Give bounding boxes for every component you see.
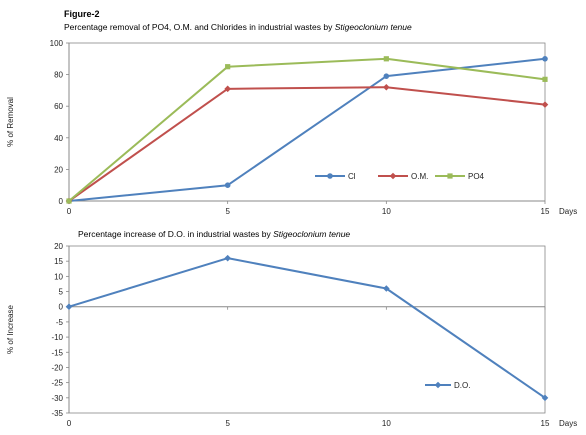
series-line-D.O.: [68, 257, 546, 399]
data-point-Cl: [383, 73, 390, 79]
legend-label-D.O.: D.O.: [454, 381, 470, 390]
data-point-Cl: [224, 182, 231, 188]
y-tick-label: -35: [51, 409, 63, 418]
y-tick-label: 20: [54, 165, 63, 174]
data-point-Cl: [542, 56, 548, 62]
series-line-Cl: [68, 57, 546, 202]
legend-label-Cl: Cl: [348, 172, 356, 181]
y-tick-label: 0: [59, 197, 64, 206]
x-tick-label: 10: [382, 207, 391, 216]
legend-marker-D.O.: [434, 381, 442, 389]
legend-marker-Cl: [327, 173, 333, 179]
chart-title-text: Percentage removal of PO4, O.M. and Chlo…: [64, 22, 335, 32]
data-point-PO4: [66, 198, 72, 204]
x-axis-label: Days: [559, 419, 577, 428]
chart-title: Percentage increase of D.O. in industria…: [78, 229, 350, 239]
y-tick-label: 10: [54, 272, 63, 281]
data-point-O.M.: [541, 101, 549, 108]
y-tick-label: -15: [51, 348, 63, 357]
x-tick-label: 0: [67, 207, 72, 216]
y-tick-label: -10: [51, 333, 63, 342]
y-tick-label: -25: [51, 379, 63, 388]
plot-area-frame: [68, 245, 546, 414]
y-axis-label: % of Removal: [6, 97, 15, 147]
y-tick-label: -20: [51, 363, 63, 372]
data-point-D.O.: [541, 394, 549, 402]
y-tick-label: 100: [50, 39, 64, 48]
y-tick-label: 0: [59, 303, 64, 312]
y-tick-label: -30: [51, 394, 63, 403]
x-tick-label: 5: [225, 419, 230, 428]
data-point-PO4: [225, 64, 231, 70]
data-point-PO4: [542, 76, 548, 82]
y-axis-label: % of Increase: [6, 304, 15, 353]
x-tick-label: 5: [225, 207, 230, 216]
data-point-O.M.: [224, 85, 231, 93]
y-tick-label: 5: [59, 288, 64, 297]
legend-marker-PO4: [447, 173, 453, 179]
y-tick-label: 20: [54, 242, 63, 251]
figure-label: Figure-2: [64, 9, 100, 19]
legend-label-PO4: PO4: [468, 172, 485, 181]
x-tick-label: 15: [541, 207, 550, 216]
y-tick-label: -5: [56, 318, 64, 327]
x-axis-label: Days: [559, 207, 577, 216]
data-point-D.O.: [65, 303, 73, 311]
x-tick-label: 10: [382, 419, 391, 428]
chart-title-text: Percentage increase of D.O. in industria…: [78, 229, 273, 239]
chart-title-species: Stigeoclonium tenue: [273, 229, 350, 239]
series-line-PO4: [68, 57, 546, 202]
data-point-D.O.: [224, 254, 231, 262]
data-point-O.M.: [383, 83, 390, 91]
chart-title: Percentage removal of PO4, O.M. and Chlo…: [64, 22, 412, 32]
chart-1: Percentage removal of PO4, O.M. and Chlo…: [6, 22, 577, 216]
legend-label-O.M.: O.M.: [411, 172, 428, 181]
data-point-PO4: [383, 56, 389, 62]
legend-marker-O.M.: [389, 172, 397, 180]
x-tick-label: 15: [541, 419, 550, 428]
data-point-D.O.: [383, 285, 390, 292]
chart-2: Percentage increase of D.O. in industria…: [6, 229, 577, 428]
series-line-O.M.: [68, 86, 546, 202]
x-tick-label: 0: [67, 419, 72, 428]
y-tick-label: 40: [54, 134, 63, 143]
y-tick-label: 15: [54, 257, 63, 266]
y-tick-label: 60: [54, 102, 63, 111]
chart-title-species: Stigeoclonium tenue: [335, 22, 412, 32]
y-tick-label: 80: [54, 71, 63, 80]
